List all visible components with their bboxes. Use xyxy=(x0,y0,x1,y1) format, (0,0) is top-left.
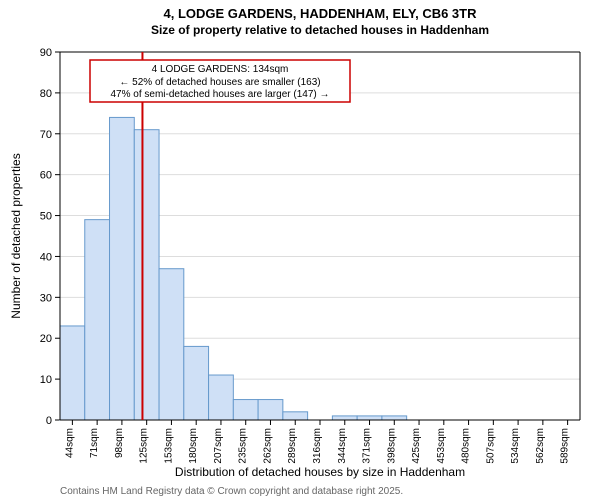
x-tick-label: 344sqm xyxy=(337,428,348,464)
histogram-bar xyxy=(233,400,258,420)
y-tick-label: 40 xyxy=(40,251,52,263)
histogram-bar xyxy=(258,400,283,420)
y-tick-label: 70 xyxy=(40,129,52,141)
x-tick-label: 262sqm xyxy=(262,428,273,464)
y-tick-label: 50 xyxy=(40,211,52,223)
x-tick-label: 98sqm xyxy=(114,428,125,458)
x-tick-label: 562sqm xyxy=(535,428,546,464)
x-tick-label: 425sqm xyxy=(411,428,422,464)
x-tick-label: 153sqm xyxy=(163,428,174,464)
histogram-bar xyxy=(85,220,110,420)
y-tick-label: 10 xyxy=(40,374,52,386)
x-tick-label: 125sqm xyxy=(139,428,150,464)
x-tick-label: 398sqm xyxy=(386,428,397,464)
histogram-bar xyxy=(382,416,407,420)
histogram-bar xyxy=(332,416,357,420)
histogram-bar xyxy=(159,269,184,420)
chart-svg: 4, LODGE GARDENS, HADDENHAM, ELY, CB6 3T… xyxy=(0,0,600,500)
callout-title: 4 LODGE GARDENS: 134sqm xyxy=(152,64,289,75)
x-tick-label: 235sqm xyxy=(238,428,249,464)
chart-subtitle: Size of property relative to detached ho… xyxy=(151,23,489,37)
footer-text: Contains HM Land Registry data © Crown c… xyxy=(60,486,403,497)
x-tick-label: 44sqm xyxy=(64,428,75,458)
histogram-bar xyxy=(283,412,308,420)
x-tick-label: 207sqm xyxy=(213,428,224,464)
x-tick-label: 453sqm xyxy=(436,428,447,464)
x-tick-label: 589sqm xyxy=(560,428,571,464)
callout-line: ← 52% of detached houses are smaller (16… xyxy=(119,77,320,88)
x-tick-label: 180sqm xyxy=(188,428,199,464)
x-tick-label: 289sqm xyxy=(287,428,298,464)
y-tick-label: 60 xyxy=(40,170,52,182)
y-tick-label: 30 xyxy=(40,292,52,304)
x-tick-label: 71sqm xyxy=(89,428,100,458)
x-tick-label: 507sqm xyxy=(485,428,496,464)
y-tick-label: 20 xyxy=(40,333,52,345)
histogram-bar xyxy=(184,346,209,420)
histogram-bar xyxy=(60,326,85,420)
y-tick-label: 90 xyxy=(40,47,52,59)
x-tick-label: 316sqm xyxy=(312,428,323,464)
histogram-bar xyxy=(209,375,234,420)
histogram-bar xyxy=(134,130,159,420)
x-tick-label: 480sqm xyxy=(461,428,472,464)
chart-title: 4, LODGE GARDENS, HADDENHAM, ELY, CB6 3T… xyxy=(163,6,477,21)
x-tick-label: 371sqm xyxy=(362,428,373,464)
x-tick-label: 534sqm xyxy=(510,428,521,464)
x-axis-label: Distribution of detached houses by size … xyxy=(175,465,465,479)
y-tick-label: 0 xyxy=(46,415,52,427)
histogram-bar xyxy=(357,416,382,420)
histogram-bar xyxy=(110,117,135,420)
y-axis-label: Number of detached properties xyxy=(9,153,23,318)
y-tick-label: 80 xyxy=(40,88,52,100)
histogram-chart: 4, LODGE GARDENS, HADDENHAM, ELY, CB6 3T… xyxy=(0,0,600,500)
callout-line: 47% of semi-detached houses are larger (… xyxy=(110,89,329,100)
